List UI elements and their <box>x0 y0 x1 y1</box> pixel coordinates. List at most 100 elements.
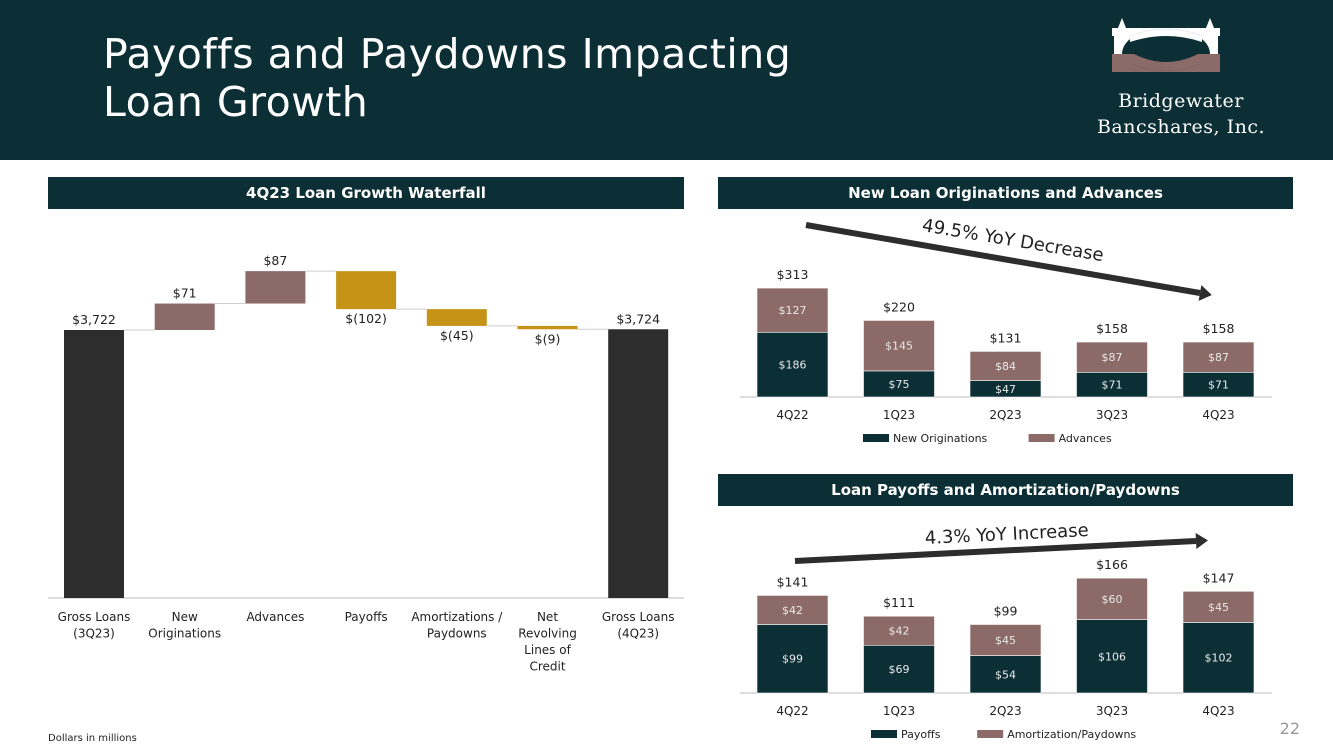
chart1-category-label-1: 1Q23 <box>883 408 915 422</box>
chart1-segment-label-1-1: $145 <box>885 340 913 353</box>
chart1-bar-advances-3 <box>1076 341 1148 373</box>
chart2-legend-swatch-0 <box>871 730 897 738</box>
chart2-segment-label-1-1: $42 <box>889 625 910 638</box>
chart1-segment-label-1-2: $84 <box>995 360 1016 373</box>
waterfall-category-label-0-0: Gross Loans <box>58 610 131 624</box>
chart2-bar-amortization-paydowns-4 <box>1182 590 1255 623</box>
waterfall-category-label-4-0: Amortizations / <box>411 610 503 624</box>
waterfall-value-label-1: $71 <box>173 286 197 301</box>
waterfall-bar-5 <box>517 325 578 330</box>
page-title-line1: Payoffs and Paydowns Impacting <box>103 30 792 78</box>
chart1-legend-label-1: Advances <box>1059 432 1112 445</box>
chart2-bar-amortization-paydowns-0 <box>756 595 829 625</box>
chart1-trend-arrow-line <box>805 222 1201 296</box>
chart2-bar-payoffs-2 <box>969 655 1042 694</box>
footnote: Dollars in millions <box>48 733 137 744</box>
chart2-total-label-1: $111 <box>883 595 915 610</box>
chart2-trend-arrow-line <box>794 538 1197 564</box>
chart2-legend-label-0: Payoffs <box>901 728 941 741</box>
waterfall-bar-6 <box>608 329 669 598</box>
chart1-total-label-2: $131 <box>990 330 1022 345</box>
waterfall-category-label-5-1: Revolving <box>518 627 577 641</box>
waterfall-value-label-2: $87 <box>263 253 287 268</box>
chart1-total-label-4: $158 <box>1203 321 1235 336</box>
chart2-bar-amortization-paydowns-1 <box>863 615 935 646</box>
waterfall-panel-title: 4Q23 Loan Growth Waterfall <box>48 177 684 209</box>
chart1-bar-advances-4 <box>1182 341 1255 373</box>
waterfall-bar-0 <box>64 330 124 598</box>
chart2-total-label-0: $141 <box>777 574 809 589</box>
chart2-category-label-1: 1Q23 <box>883 704 915 718</box>
chart2-segment-label-1-0: $42 <box>782 604 803 617</box>
chart1-bar-advances-1 <box>863 320 935 372</box>
chart1-legend-swatch-0 <box>863 434 889 442</box>
chart2-category-label-2: 2Q23 <box>989 704 1021 718</box>
logo-line2: Bancshares, Inc. <box>1096 116 1266 138</box>
chart2-bar-payoffs-4 <box>1182 622 1255 694</box>
chart1-total-label-1: $220 <box>883 299 915 314</box>
waterfall-category-label-5-0: Net <box>537 610 558 624</box>
chart1-category-label-4: 4Q23 <box>1202 408 1234 422</box>
chart1-segment-label-0-0: $186 <box>779 359 807 372</box>
chart2-segment-label-1-4: $45 <box>1208 601 1229 614</box>
chart1-segment-label-1-3: $87 <box>1102 351 1123 364</box>
logo-wordmark: Bridgewater Bancshares, Inc. <box>1050 88 1312 140</box>
chart2-category-label-0: 4Q22 <box>776 704 808 718</box>
chart2-segment-label-0-3: $106 <box>1098 650 1126 663</box>
chart2-segment-label-1-2: $45 <box>995 634 1016 647</box>
header-banner: Payoffs and Paydowns Impacting Loan Grow… <box>0 0 1333 160</box>
waterfall-bar-2 <box>245 271 306 304</box>
waterfall-bar-4 <box>426 309 487 326</box>
waterfall-value-label-4: $(45) <box>440 328 474 343</box>
chart2-legend-label-1: Amortization/Paydowns <box>1007 728 1136 741</box>
chart1-trend-arrow-head-icon <box>1198 285 1212 301</box>
chart1-bar-advances-2 <box>969 351 1042 381</box>
chart2-bar-payoffs-0 <box>756 624 829 694</box>
waterfall-category-label-5-2: Lines of <box>524 643 571 657</box>
waterfall-value-label-6: $3,724 <box>616 311 660 326</box>
waterfall-category-label-0-1: (3Q23) <box>73 627 115 641</box>
chart1-segment-label-1-4: $87 <box>1208 351 1229 364</box>
chart1-total-label-3: $158 <box>1096 321 1128 336</box>
waterfall-value-label-3: $(102) <box>345 311 387 326</box>
chart1-category-label-3: 3Q23 <box>1096 408 1128 422</box>
chart1-segment-label-1-0: $127 <box>779 304 807 317</box>
waterfall-value-label-5: $(9) <box>535 331 561 346</box>
chart2-total-label-3: $166 <box>1096 557 1128 572</box>
payoffs-panel-title: Loan Payoffs and Amortization/Paydowns <box>718 474 1293 506</box>
chart1-category-label-0: 4Q22 <box>776 408 808 422</box>
chart1-bar-advances-0 <box>756 287 829 333</box>
waterfall-category-label-1-0: New <box>172 610 198 624</box>
logo-line1: Bridgewater <box>1118 90 1244 112</box>
bridgewater-logo-icon <box>1112 18 1220 72</box>
chart1-legend-swatch-1 <box>1028 434 1055 442</box>
chart2-legend-swatch-1 <box>977 730 1004 738</box>
chart2-segment-label-0-4: $102 <box>1205 652 1233 665</box>
waterfall-value-label-0: $3,722 <box>72 312 116 327</box>
chart2-bar-amortization-paydowns-3 <box>1076 577 1148 620</box>
chart1-bar-new-originations-1 <box>863 370 935 398</box>
chart1-total-label-0: $313 <box>777 267 809 282</box>
waterfall-category-label-5-3: Credit <box>529 660 565 674</box>
chart2-segment-label-0-1: $69 <box>889 663 910 676</box>
page-title: Payoffs and Paydowns Impacting Loan Grow… <box>103 30 791 126</box>
waterfall-category-label-3-0: Payoffs <box>345 610 388 624</box>
page-title-line2: Loan Growth <box>103 78 369 126</box>
chart1-segment-label-0-4: $71 <box>1208 379 1229 392</box>
waterfall-bar-1 <box>154 303 215 330</box>
chart2-category-label-3: 3Q23 <box>1096 704 1128 718</box>
chart2-total-label-4: $147 <box>1203 570 1235 585</box>
chart1-bar-new-originations-4 <box>1182 371 1255 398</box>
chart2-bar-amortization-paydowns-2 <box>969 624 1042 656</box>
waterfall-category-label-6-1: (4Q23) <box>617 627 659 641</box>
chart2-bar-payoffs-3 <box>1076 619 1148 694</box>
chart2-trend-arrow-head-icon <box>1195 533 1208 549</box>
chart2-segment-label-0-2: $54 <box>995 668 1016 681</box>
waterfall-category-label-2-0: Advances <box>246 610 304 624</box>
waterfall-bar-3 <box>336 271 397 310</box>
chart2-segment-label-0-0: $99 <box>782 653 803 666</box>
chart1-bar-new-originations-0 <box>756 331 829 398</box>
chart1-segment-label-0-3: $71 <box>1102 379 1123 392</box>
chart1-category-label-2: 2Q23 <box>989 408 1021 422</box>
